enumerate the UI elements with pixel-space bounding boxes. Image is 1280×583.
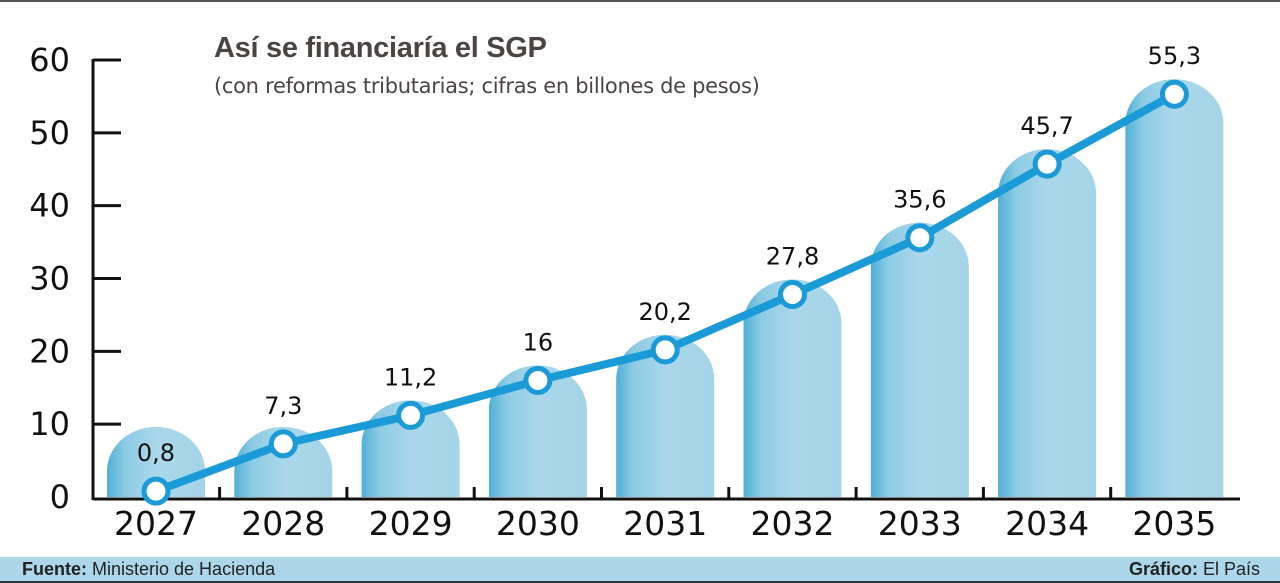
footer: Fuente: Ministerio de Hacienda Gráfico: … [0,557,1280,583]
data-label: 16 [523,328,554,356]
data-label: 20,2 [638,298,691,326]
x-tick-label: 2029 [369,504,453,543]
data-label: 55,3 [1148,42,1201,70]
x-tick-label: 2034 [1005,504,1089,543]
source: Fuente: Ministerio de Hacienda [22,559,275,580]
data-point [523,365,553,395]
data-point [268,429,298,459]
bar [616,334,715,497]
x-tick-label: 2032 [751,504,835,543]
data-label: 27,8 [766,243,819,271]
data-point [396,400,426,430]
data-point [778,280,807,310]
x-tick-label: 2030 [496,504,580,543]
x-tick-label: 2035 [1132,504,1216,543]
credit-value: El País [1202,559,1260,579]
data-label: 45,7 [1020,112,1073,140]
y-tick-label: 50 [29,114,70,152]
data-point [141,476,171,506]
data-label: 11,2 [384,363,437,391]
data-label: 35,6 [893,186,946,214]
x-tick-label: 2028 [241,504,325,543]
bar [234,426,333,497]
y-tick-label: 60 [29,41,70,79]
y-tick-label: 10 [29,405,70,443]
credit-label: Gráfico: [1128,559,1198,579]
data-point [1032,149,1062,179]
bar [488,365,587,497]
data-point [650,335,680,365]
bar [1125,79,1224,498]
data-point [905,223,935,253]
bar [998,149,1097,497]
x-tick-label: 2033 [878,504,962,543]
y-tick-label: 20 [29,332,70,370]
chart-subtitle: (con reformas tributarias; cifras en bil… [214,74,760,98]
source-label: Fuente: [22,559,87,579]
y-tick-label: 30 [29,260,70,298]
x-tick-label: 2031 [623,504,707,543]
top-border [0,0,1280,2]
y-tick-label: 0 [50,478,70,516]
source-value: Ministerio de Hacienda [92,559,276,579]
data-label: 0,8 [137,439,175,467]
bar [743,279,842,497]
y-tick-label: 40 [29,187,70,225]
credit: Gráfico: El País [1129,559,1260,580]
bar [870,222,969,498]
data-point [1159,79,1189,109]
x-tick-label: 2027 [114,504,198,543]
chart-title: Así se financiaría el SGP [214,32,547,64]
data-label: 7,3 [264,392,302,420]
